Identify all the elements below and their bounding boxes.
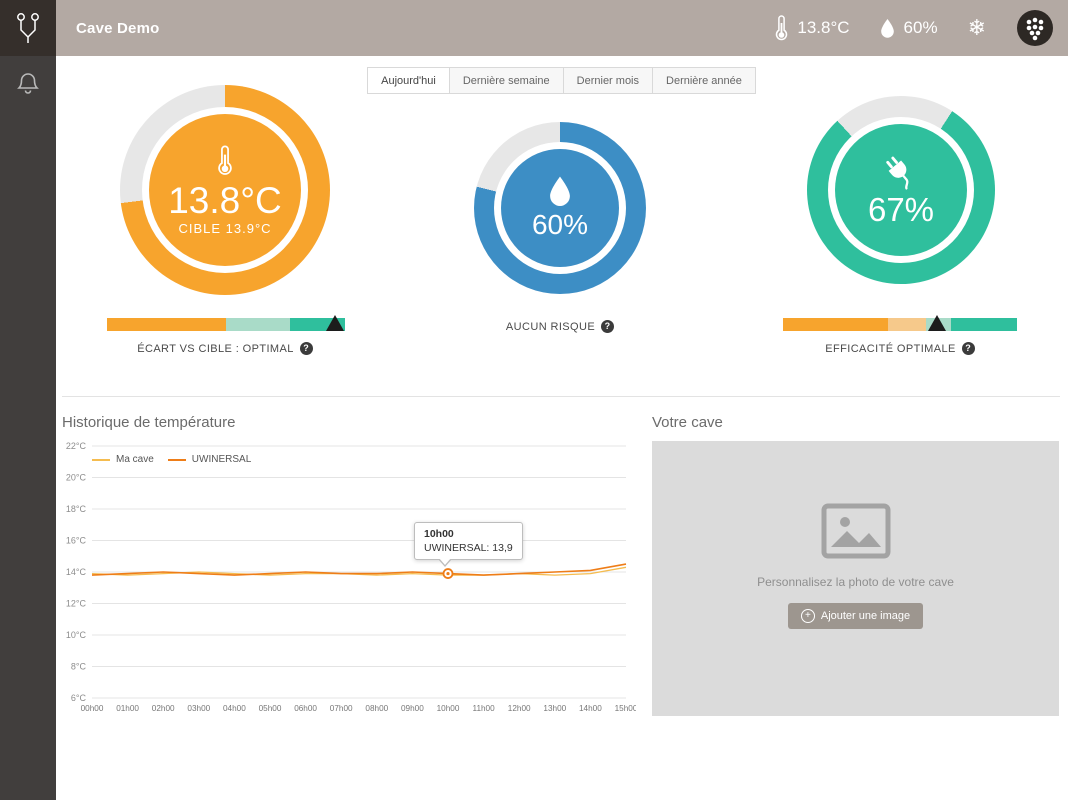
chart-legend: Ma cave UWINERSAL <box>92 454 251 465</box>
temperature-gauge-disc: 13.8°C CIBLE 13.9°C <box>149 114 301 266</box>
sidebar <box>0 56 56 800</box>
legend-label-uwinersal: UWINERSAL <box>191 454 252 465</box>
svg-text:03h00: 03h00 <box>187 704 210 713</box>
energy-gauge: 67% <box>807 96 995 284</box>
legend-item-uwinersal: UWINERSAL <box>167 454 252 465</box>
svg-text:08h00: 08h00 <box>365 704 388 713</box>
period-tabs: Aujourd'hui Dernière semaine Dernier moi… <box>56 67 1068 94</box>
humidity-gauge: 60% <box>474 122 646 294</box>
plus-icon: + <box>800 609 815 623</box>
account-badge-icon[interactable] <box>1016 9 1054 47</box>
droplet-icon <box>550 176 570 207</box>
tooltip-value: UWINERSAL: 13,9 <box>424 541 513 554</box>
svg-text:10h00: 10h00 <box>437 704 460 713</box>
legend-item-ma-cave: Ma cave <box>92 454 154 465</box>
temperature-value: 13.8°C <box>168 179 282 221</box>
svg-text:05h00: 05h00 <box>259 704 282 713</box>
svg-text:02h00: 02h00 <box>152 704 175 713</box>
svg-text:10°C: 10°C <box>66 630 87 640</box>
svg-text:14°C: 14°C <box>66 567 87 577</box>
svg-text:18°C: 18°C <box>66 504 87 514</box>
energy-status-text: EFFICACITÉ OPTIMALE <box>825 342 956 355</box>
header-metrics: 13.8°C 60% ❄ <box>775 0 1054 56</box>
svg-text:22°C: 22°C <box>66 441 87 451</box>
temperature-history-chart: 22°C 20°C 18°C 16°C 14°C 12°C 10°C 8°C 6°C 00h00 0… <box>56 440 646 732</box>
brand-logo-icon <box>17 13 39 43</box>
tab-aujourdhui[interactable]: Aujourd'hui <box>367 67 450 94</box>
svg-text:07h00: 07h00 <box>330 704 353 713</box>
temperature-target: CIBLE 13.9°C <box>178 221 272 237</box>
svg-text:06h00: 06h00 <box>294 704 317 713</box>
cave-placeholder-text: Personnalisez la photo de votre cave <box>757 575 954 589</box>
svg-text:16°C: 16°C <box>66 536 87 546</box>
page-title: Cave Demo <box>76 19 160 37</box>
svg-text:11h00: 11h00 <box>473 704 496 713</box>
energy-gauge-disc: 67% <box>835 124 967 256</box>
thermometer-icon <box>776 15 788 41</box>
svg-text:12h00: 12h00 <box>508 704 531 713</box>
header-temperature-value: 13.8°C <box>797 18 850 37</box>
energy-value: 67% <box>867 190 935 228</box>
svg-text:13h00: 13h00 <box>543 704 566 713</box>
header-temperature: 13.8°C <box>775 14 850 42</box>
chart-tooltip: 10h00 UWINERSAL: 13,9 <box>414 521 523 567</box>
temperature-status-text: ÉCART VS CIBLE : OPTIMAL <box>137 342 294 355</box>
help-icon[interactable]: ? <box>299 342 313 355</box>
legend-swatch-uwinersal <box>167 458 186 461</box>
cave-photo-card: Personnalisez la photo de votre cave + A… <box>652 441 1059 716</box>
humidity-status-text: AUCUN RISQUE <box>505 320 596 333</box>
add-image-button[interactable]: + Ajouter une image <box>787 603 924 629</box>
svg-text:09h00: 09h00 <box>401 704 424 713</box>
temperature-status: ÉCART VS CIBLE : OPTIMAL ? <box>75 342 375 355</box>
svg-text:00h00: 00h00 <box>81 704 104 713</box>
droplet-icon <box>880 18 894 38</box>
svg-text:01h00: 01h00 <box>116 704 139 713</box>
temperature-gauge: 13.8°C CIBLE 13.9°C <box>120 85 330 295</box>
humidity-gauge-disc: 60% <box>501 149 619 267</box>
humidity-value: 60% <box>531 209 589 241</box>
legend-label-ma-cave: Ma cave <box>116 454 154 465</box>
tab-derniere-annee[interactable]: Dernière année <box>652 67 756 94</box>
energy-scale-bar <box>783 315 1017 331</box>
tab-dernier-mois[interactable]: Dernier mois <box>562 67 654 94</box>
cave-card-title: Votre cave <box>652 414 723 431</box>
help-icon[interactable]: ? <box>601 320 615 333</box>
snowflake-icon[interactable]: ❄ <box>967 15 986 40</box>
humidity-status: AUCUN RISQUE ? <box>430 320 690 333</box>
help-icon[interactable]: ? <box>961 342 975 355</box>
history-title: Historique de température <box>62 414 236 431</box>
add-image-label: Ajouter une image <box>820 610 911 622</box>
svg-text:14h00: 14h00 <box>579 704 602 713</box>
header-humidity: 60% <box>880 18 938 39</box>
legend-swatch-ma-cave <box>92 458 110 461</box>
thermometer-icon <box>218 145 232 175</box>
svg-text:04h00: 04h00 <box>223 704 246 713</box>
image-placeholder-icon <box>821 503 890 559</box>
svg-text:15h00: 15h00 <box>615 704 636 713</box>
header-humidity-value: 60% <box>903 18 938 37</box>
svg-text:20°C: 20°C <box>66 473 87 483</box>
power-plug-icon <box>886 156 909 190</box>
tab-derniere-semaine[interactable]: Dernière semaine <box>448 67 564 94</box>
notifications-bell-icon[interactable] <box>17 72 39 101</box>
temperature-scale-bar <box>107 315 345 331</box>
section-divider <box>62 396 1060 397</box>
svg-text:6°C: 6°C <box>71 693 87 703</box>
tooltip-time: 10h00 <box>424 527 454 540</box>
energy-status: EFFICACITÉ OPTIMALE ? <box>750 342 1050 355</box>
svg-text:8°C: 8°C <box>71 662 87 672</box>
brand-logo[interactable] <box>0 0 56 56</box>
top-bar: Cave Demo 13.8°C 60% ❄ <box>0 0 1068 56</box>
svg-text:12°C: 12°C <box>66 599 87 609</box>
